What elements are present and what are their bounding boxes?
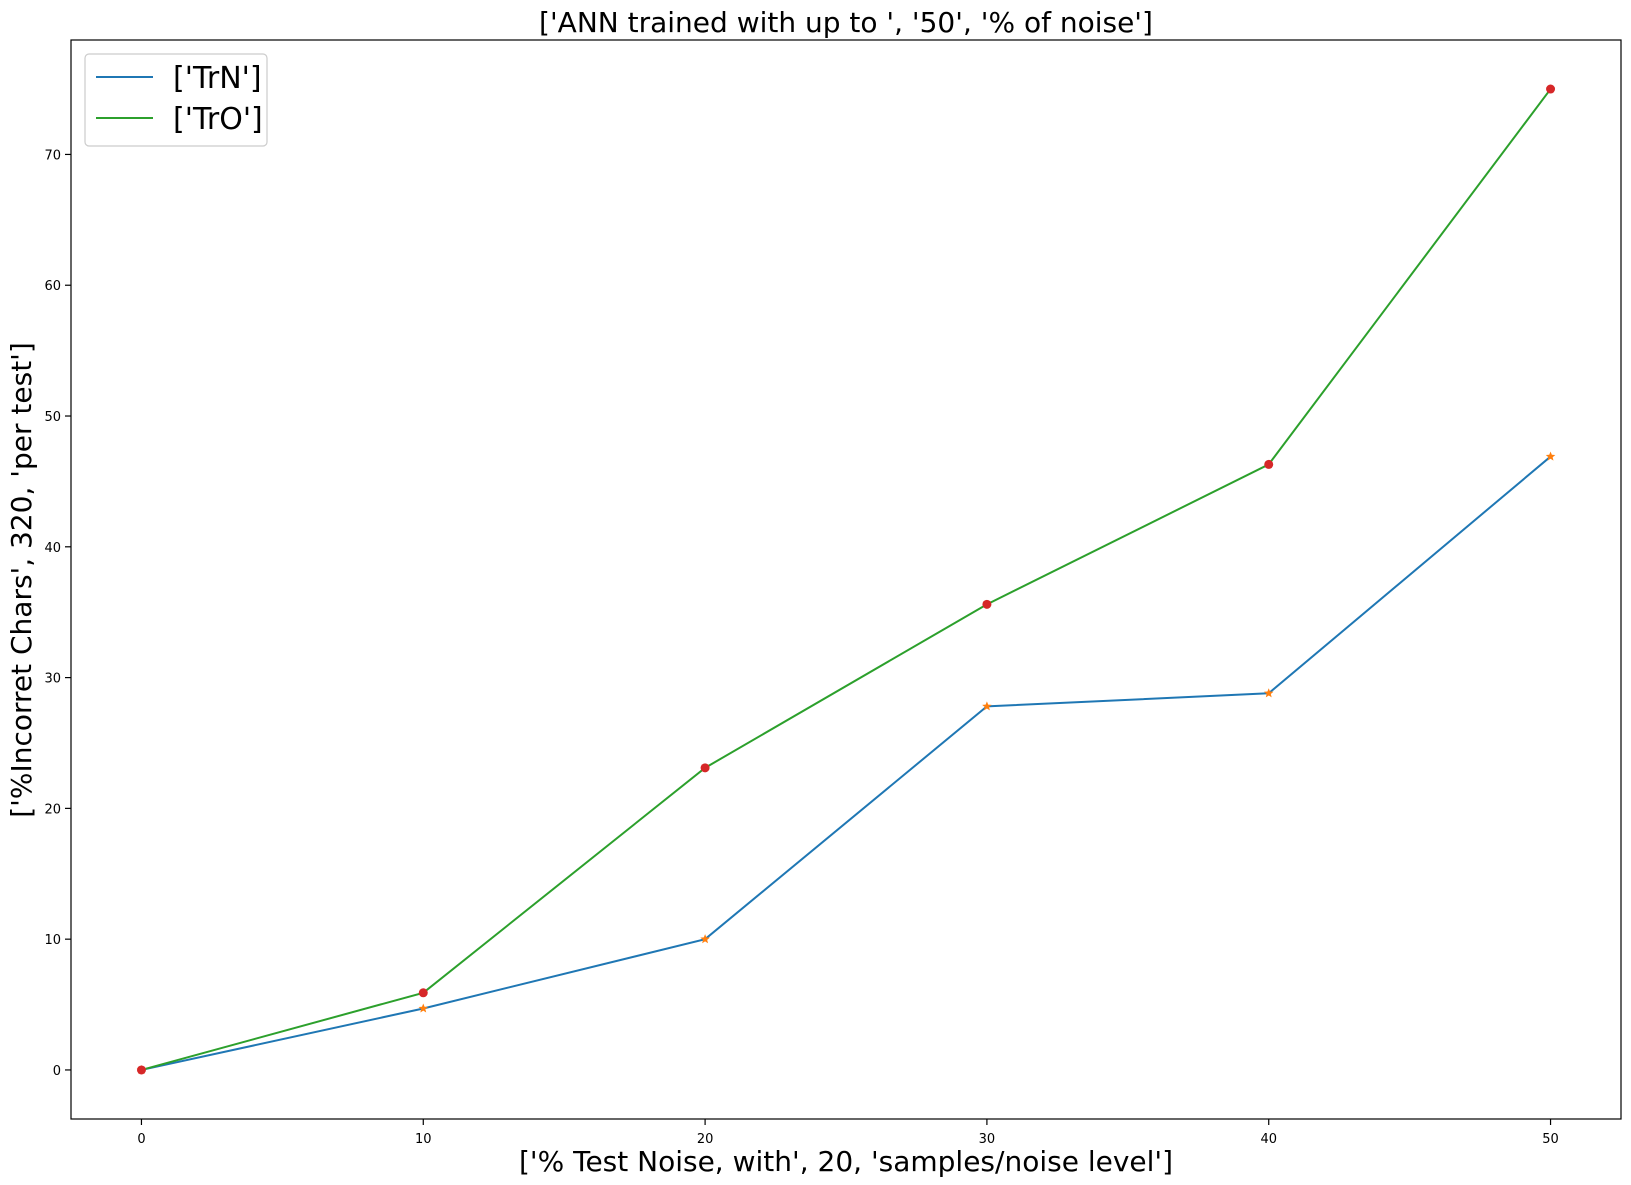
data-point-marker <box>982 701 992 711</box>
legend-label-2: ['TrO'] <box>173 102 263 137</box>
series-line-2 <box>141 88 1552 1071</box>
data-point-marker <box>136 1065 146 1075</box>
y-tick-label: 70 <box>44 148 61 163</box>
x-tick-label: 10 <box>415 1132 432 1147</box>
y-tick-label: 60 <box>44 279 61 294</box>
series-line-1 <box>141 455 1552 1071</box>
x-tick-label: 30 <box>979 1132 996 1147</box>
x-tick-label: 40 <box>1260 1132 1277 1147</box>
data-point-marker <box>418 1003 429 1013</box>
y-axis-label: ['%Incorret Chars', 320, 'per test'] <box>5 342 38 818</box>
data-point-marker <box>1545 451 1556 461</box>
plot-frame <box>70 39 1622 1120</box>
legend: ['TrN'] ['TrO'] <box>84 53 268 147</box>
data-point-marker <box>1263 688 1274 698</box>
legend-label-1: ['TrN'] <box>173 61 262 96</box>
data-point-marker <box>1546 84 1556 94</box>
data-point-marker <box>418 988 428 998</box>
y-tick-label: 40 <box>44 541 61 556</box>
data-point-marker <box>700 934 710 944</box>
data-point-marker <box>700 763 710 773</box>
y-tick-label: 30 <box>44 672 61 687</box>
series-lines <box>136 84 1556 1075</box>
x-tick-label: 20 <box>697 1132 714 1147</box>
y-tick-label: 20 <box>44 802 61 817</box>
x-tick-label: 0 <box>137 1132 145 1147</box>
chart-title: ['ANN trained with up to ', '50', '% of … <box>539 6 1153 39</box>
x-tick-label: 50 <box>1542 1132 1559 1147</box>
axes: 0 10 20 30 40 50 0 10 20 30 40 50 60 70 <box>44 39 1622 1147</box>
y-tick-label: 50 <box>44 410 61 425</box>
data-point-marker <box>982 599 992 609</box>
y-tick-label: 0 <box>53 1064 61 1079</box>
x-axis-label: ['% Test Noise, with', 20, 'samples/nois… <box>519 1145 1173 1178</box>
data-point-marker <box>1264 459 1274 469</box>
y-tick-label: 10 <box>44 933 61 948</box>
